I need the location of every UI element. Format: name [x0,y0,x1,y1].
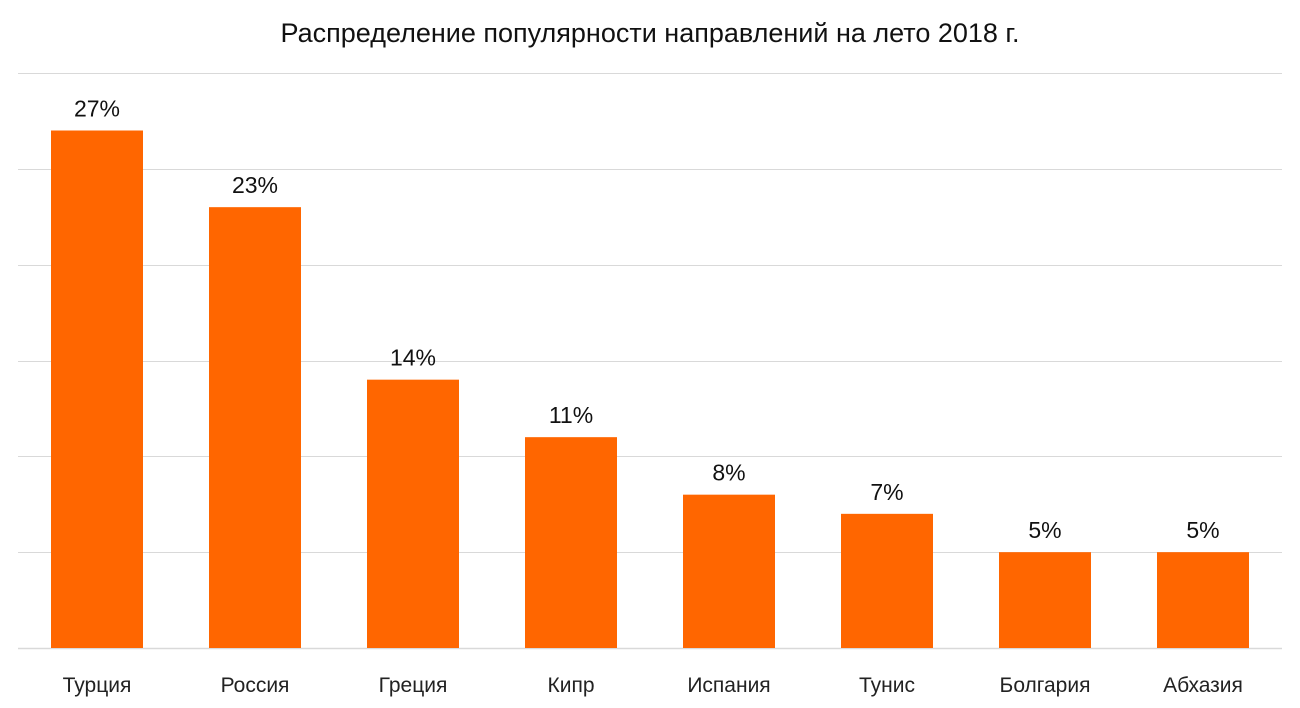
x-tick-label: Турция [63,674,132,697]
data-label: 8% [712,460,745,486]
x-tick-label: Кипр [547,674,594,697]
data-label: 11% [549,402,593,428]
bar [1157,552,1249,648]
data-labels: 27% 23% 14% 11% 8% 7% 5% 5% [74,96,1220,544]
data-label: 5% [1028,517,1061,543]
bar [209,207,301,648]
data-label: 5% [1186,517,1219,543]
chart-title: Распределение популярности направлений н… [280,18,1020,48]
x-tick-label: Абхазия [1163,674,1243,697]
x-tick-label: Испания [687,674,770,697]
data-label: 7% [870,479,903,505]
x-tick-label: Тунис [859,674,915,697]
bar [999,552,1091,648]
gridlines [18,73,1282,650]
bar [525,437,617,648]
x-tick-label: Греция [379,674,448,697]
bar [51,130,143,648]
x-tick-labels: Турция Россия Греция Кипр Испания Тунис Болгар… [63,674,1243,697]
bar [367,379,459,648]
bar [683,494,775,648]
bar [841,513,933,648]
data-label: 14% [390,345,436,371]
bars [51,130,1249,648]
x-tick-label: Россия [221,674,290,697]
data-label: 23% [232,172,278,198]
x-tick-label: Болгария [1000,674,1091,697]
data-label: 27% [74,96,120,122]
